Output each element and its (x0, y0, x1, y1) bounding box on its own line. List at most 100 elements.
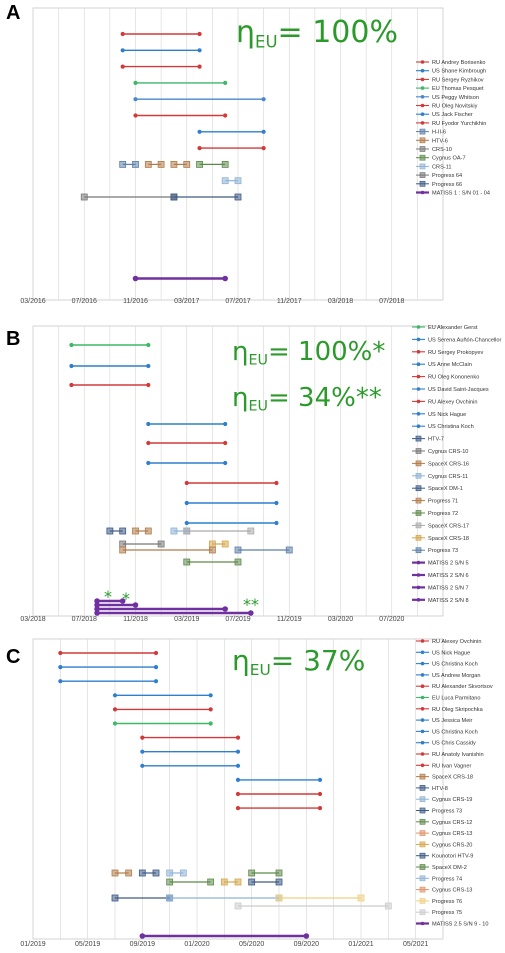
legend-label: RU Andrey Borisenko (432, 60, 485, 66)
legend-entry: HTV-8 (416, 785, 448, 792)
x-tick-label: 07/2018 (72, 616, 97, 623)
x-tick-label: 05/2021 (403, 941, 428, 948)
legend-entry: US Andrew Morgan (416, 673, 481, 679)
timeline-bar (139, 933, 310, 939)
legend-label: HTV-8 (432, 786, 448, 792)
legend-label: CRS-10 (432, 147, 452, 153)
legend-entry: Cygnus CRS-19 (416, 796, 472, 803)
legend-label: MATISS 1 : S/N 01 - 04 (432, 191, 490, 197)
legend-entry: MATISS 1 : S/N 01 - 04 (416, 191, 490, 197)
legend-entry: H-II-6 (416, 128, 446, 136)
timeline-bar (146, 440, 228, 446)
timeline-bar (234, 902, 392, 910)
panel-c: C 01/2019 05/2019 09/2019 01/2020 05/2020 09/… (0, 636, 505, 953)
legend-entry: US Jack Fischer (416, 112, 473, 118)
timeline-bar (170, 160, 191, 168)
timeline-bar (184, 520, 279, 526)
efficiency-label: ηEU= 37% (232, 644, 365, 679)
legend-label: US Jack Fischer (432, 112, 473, 118)
legend-entry: US Chris Cassidy (416, 741, 476, 747)
x-tick-label: 07/2019 (225, 616, 250, 623)
timeline-bar (120, 64, 202, 69)
legend-label: US Andrew Morgan (432, 673, 481, 679)
legend-label: RU Sergey Prokopyev (428, 350, 484, 356)
x-tick-label: 09/2019 (130, 941, 155, 948)
legend-label: RU Oleg Novitskiy (432, 104, 478, 110)
legend-entry: SpaceX CRS-16 (412, 460, 469, 467)
legend-entry: SpaceX CRS-17 (412, 522, 469, 529)
legend-entry: RU Fyodor Yurchikhin (416, 121, 486, 127)
legend-label: RU Alexander Skvortsov (432, 684, 493, 690)
legend-entry: US Anne McClain (412, 362, 472, 368)
legend-entry: Progress 73 (416, 807, 462, 815)
legend-entry: Cygnus CRS-13 (416, 886, 472, 894)
legend-entry: RU Andrey Borisenko (416, 60, 485, 66)
legend-label: Cygnus OA-7 (432, 156, 466, 162)
x-tick-label: 01/2019 (20, 941, 45, 948)
timeline-bar (235, 806, 323, 811)
legend-label: Cygnus CRS-12 (432, 820, 472, 826)
panel-label: B (6, 328, 21, 350)
legend-entry: MATISS 2 S/N 8 (412, 598, 469, 604)
legend-entry: RU Alexey Ovchinin (416, 639, 481, 645)
timeline-bar (106, 527, 127, 535)
legend-entry: MATISS 2 S/N 6 (412, 573, 469, 579)
timeline-bar (133, 97, 266, 102)
legend-label: RU Alexey Ovchinin (428, 399, 477, 405)
timeline-bar (111, 869, 133, 877)
legend-label: US Christina Koch (432, 662, 478, 668)
legend-label: RU Sergey Ryzhikov (432, 77, 484, 83)
legend-label: US Shane Kimbrough (432, 69, 486, 75)
x-tick-label: 11/2017 (277, 298, 302, 305)
legend-entry: RU Sergey Ryzhikov (416, 77, 484, 83)
legend-label: Cygnus CRS-13 (432, 831, 472, 837)
legend-entry: MATISS 2.5 S/N 9 - 10 (416, 922, 488, 928)
timeline-bar (94, 606, 228, 612)
legend-label: Cygnus CRS-10 (428, 449, 468, 455)
timeline-bar (234, 546, 293, 554)
timeline-bar (248, 878, 283, 886)
legend-entry: SpaceX DM-2 (416, 864, 467, 871)
legend-label: SpaceX DM-1 (428, 486, 463, 492)
x-tick-label: 11/2018 (123, 616, 148, 623)
timeline-bar (184, 500, 279, 506)
legend-entry: US Nick Hague (412, 412, 466, 418)
legend-label: SpaceX CRS-18 (432, 775, 473, 781)
legend-label: Progress 76 (432, 899, 462, 905)
legend-entry: RU Ivan Vagner (416, 763, 472, 769)
legend-label: MATISS 2.5 S/N 9 - 10 (432, 922, 488, 928)
legend-label: US Peggy Whitson (432, 95, 479, 101)
legend-label: Progress 74 (432, 876, 462, 882)
timeline-bar (120, 31, 202, 37)
legend-label: EU Luca Parmitano (432, 696, 481, 702)
panel-a: A 03/2016 07/2016 11/2016 03/2017 07/2017 11/… (0, 0, 505, 318)
legend-label: US Nick Hague (428, 412, 466, 418)
legend-entry: RU Anatoly Ivanishin (416, 752, 484, 758)
legend-label: Progress 64 (432, 173, 462, 179)
legend-label: HTV-6 (432, 138, 448, 144)
legend-label: US Christina Koch (432, 729, 478, 735)
timeline-bar (132, 275, 228, 282)
legend-entry: Progress 74 (416, 875, 462, 882)
legend-label: HTV-7 (428, 437, 444, 443)
legend-entry: SpaceX DM-1 (412, 485, 463, 492)
timeline-bar (94, 610, 254, 616)
legend-entry: RU Oleg Skripochka (416, 707, 484, 713)
legend-entry: Cygnus CRS-20 (416, 841, 472, 848)
x-tick-label: 03/2018 (328, 298, 353, 305)
legend-entry: US Nick Hague (416, 650, 470, 656)
legend-label: SpaceX CRS-17 (428, 523, 469, 529)
timeline-bar (183, 558, 242, 566)
efficiency-label: ηEU= 100%* (232, 337, 385, 369)
legend-label: Progress 75 (432, 910, 462, 916)
legend-entry: Cygnus CRS-13 (416, 830, 472, 837)
legend-label: MATISS 2 S/N 7 (428, 585, 469, 591)
x-tick-label: 03/2016 (20, 298, 45, 305)
timeline-bar (166, 869, 187, 877)
legend-entry: HTV-7 (412, 435, 444, 443)
legend-entry: Progress 76 (416, 898, 462, 905)
legend-label: MATISS 2 S/N 6 (428, 573, 469, 579)
legend-entry: MATISS 2 S/N 7 (412, 585, 469, 591)
timeline-bar (119, 160, 139, 168)
legend-label: US Christina Koch (428, 424, 474, 430)
